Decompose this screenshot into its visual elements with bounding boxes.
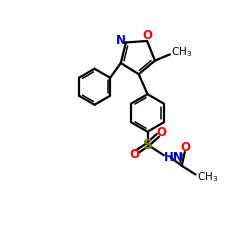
Text: O: O: [142, 30, 152, 43]
Text: CH$_3$: CH$_3$: [171, 46, 192, 59]
Text: S: S: [142, 138, 152, 152]
Text: O: O: [156, 126, 166, 139]
Text: O: O: [180, 141, 190, 154]
Text: O: O: [129, 148, 139, 161]
Text: N: N: [116, 34, 126, 48]
Text: HN: HN: [164, 151, 184, 164]
Text: CH$_3$: CH$_3$: [197, 170, 218, 184]
